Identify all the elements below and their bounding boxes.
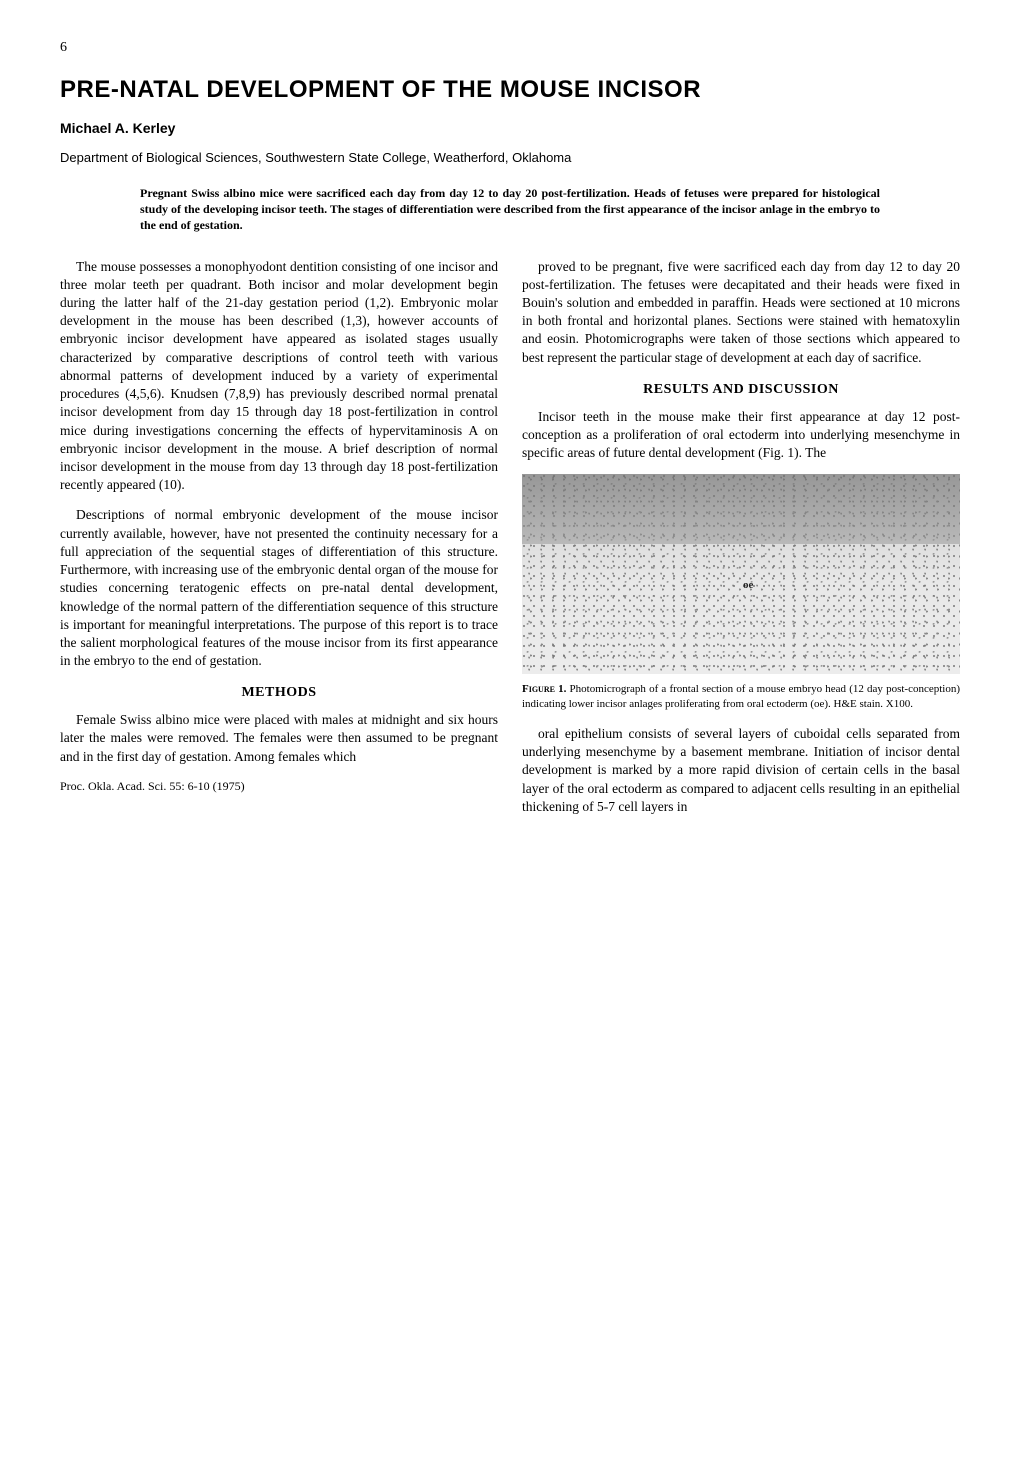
author-affiliation: Department of Biological Sciences, South… xyxy=(60,150,960,165)
page-number: 6 xyxy=(60,40,960,56)
body-paragraph: The mouse possesses a monophyodont denti… xyxy=(60,258,498,495)
figure-1-image: oe xyxy=(522,474,960,674)
body-paragraph: Female Swiss albino mice were placed wit… xyxy=(60,711,498,766)
body-paragraph: Descriptions of normal embryonic develop… xyxy=(60,506,498,670)
two-column-body: The mouse possesses a monophyodont denti… xyxy=(60,258,960,829)
body-paragraph: proved to be pregnant, five were sacrifi… xyxy=(522,258,960,367)
right-column: proved to be pregnant, five were sacrifi… xyxy=(522,258,960,829)
figure-caption-body: Photomicrograph of a frontal section of … xyxy=(522,683,960,709)
body-paragraph: Incisor teeth in the mouse make their fi… xyxy=(522,408,960,463)
abstract: Pregnant Swiss albino mice were sacrific… xyxy=(140,185,880,234)
figure-dark-region xyxy=(522,474,960,544)
methods-heading: METHODS xyxy=(60,684,498,703)
left-column: The mouse possesses a monophyodont denti… xyxy=(60,258,498,829)
author-name: Michael A. Kerley xyxy=(60,120,960,136)
article-title: PRE-NATAL DEVELOPMENT OF THE MOUSE INCIS… xyxy=(60,76,960,104)
figure-oe-label: oe xyxy=(741,578,755,593)
figure-caption-lead: Figure 1. xyxy=(522,683,566,695)
proceedings-citation: Proc. Okla. Acad. Sci. 55: 6-10 (1975) xyxy=(60,778,498,794)
figure-1-caption: Figure 1. Photomicrograph of a frontal s… xyxy=(522,682,960,711)
body-paragraph: oral epithelium consists of several laye… xyxy=(522,725,960,816)
results-heading: RESULTS AND DISCUSSION xyxy=(522,381,960,400)
